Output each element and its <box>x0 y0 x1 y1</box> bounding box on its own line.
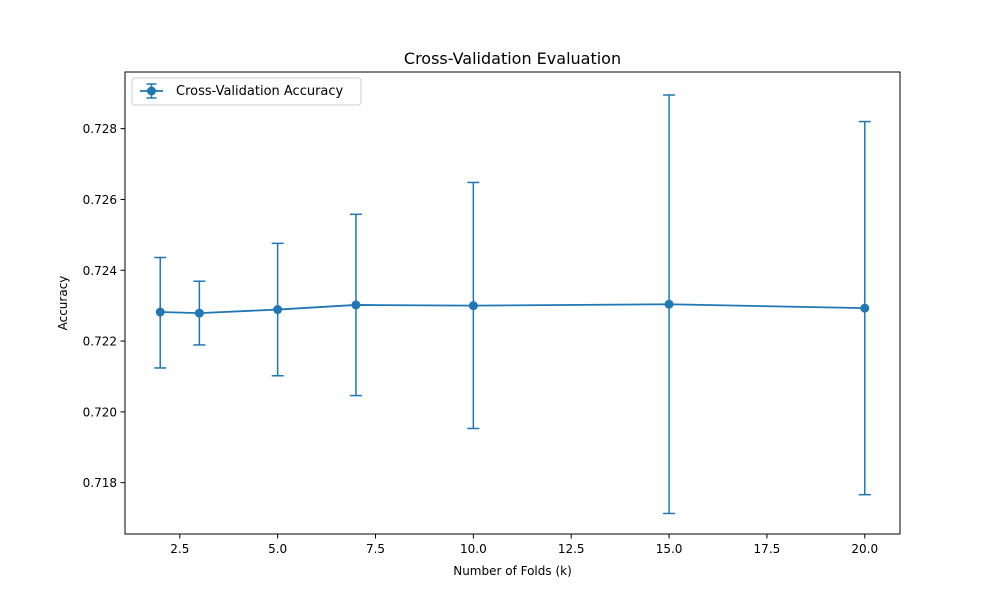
legend-box <box>131 77 362 106</box>
y-axis-label: Accuracy <box>56 276 70 331</box>
data-point <box>155 307 165 317</box>
plot-area <box>154 94 871 515</box>
x-tick-label: 15.0 <box>656 542 683 556</box>
data-point <box>468 301 478 311</box>
data-point <box>273 305 283 315</box>
y-tick-label: 0.722 <box>83 335 117 349</box>
x-tick-label: 20.0 <box>851 542 878 556</box>
x-axis-label: Number of Folds (k) <box>453 564 572 578</box>
y-tick-label: 0.726 <box>83 193 117 207</box>
x-tick-label: 17.5 <box>754 542 781 556</box>
legend-marker <box>147 86 156 96</box>
data-point <box>860 303 870 313</box>
data-point <box>664 299 674 309</box>
data-point <box>351 300 361 310</box>
y-tick-label: 0.728 <box>83 122 117 136</box>
x-tick-label: 5.0 <box>268 542 287 556</box>
y-tick-label: 0.718 <box>83 476 117 490</box>
y-tick-label: 0.720 <box>83 405 117 419</box>
axes-frame <box>124 71 901 535</box>
y-tick-label: 0.724 <box>83 264 117 278</box>
legend: Cross-Validation Accuracy <box>131 77 362 106</box>
series-0 <box>154 94 871 515</box>
x-tick-label: 12.5 <box>558 542 585 556</box>
data-point <box>194 308 204 318</box>
x-tick-label: 2.5 <box>170 542 189 556</box>
x-tick-label: 10.0 <box>460 542 487 556</box>
axes: 2.5 5.0 7.5 10.0 12.5 15.0 17.5 20.0 0.718 0.720 0… <box>83 71 901 556</box>
legend-label: Cross-Validation Accuracy <box>176 84 344 99</box>
chart-title: Cross-Validation Evaluation <box>404 49 621 68</box>
x-tick-label: 7.5 <box>366 542 385 556</box>
